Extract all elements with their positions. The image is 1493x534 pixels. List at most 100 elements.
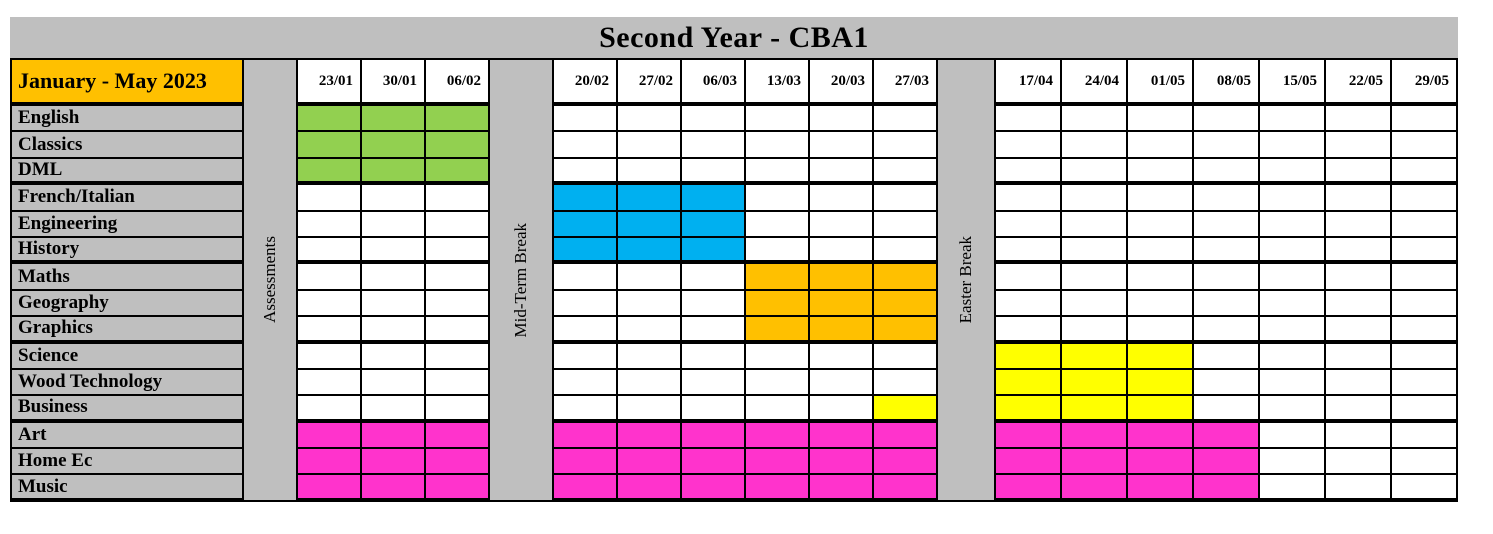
schedule-cell[interactable] — [996, 211, 1060, 236]
schedule-cell[interactable] — [996, 290, 1060, 316]
schedule-cell[interactable] — [996, 422, 1060, 448]
schedule-cell[interactable] — [298, 106, 360, 131]
schedule-cell[interactable] — [1326, 396, 1390, 421]
schedule-cell[interactable] — [1194, 264, 1258, 289]
schedule-cell[interactable] — [810, 264, 872, 289]
schedule-cell[interactable] — [554, 317, 616, 342]
schedule-cell[interactable] — [1128, 369, 1192, 395]
schedule-cell[interactable] — [810, 211, 872, 236]
schedule-cell[interactable] — [682, 396, 744, 421]
schedule-cell[interactable] — [746, 449, 808, 474]
schedule-cell[interactable] — [682, 237, 744, 263]
schedule-cell[interactable] — [1260, 132, 1324, 157]
schedule-cell[interactable] — [298, 422, 360, 448]
subject-label[interactable]: History — [12, 237, 242, 263]
schedule-cell[interactable] — [1128, 317, 1192, 342]
schedule-cell[interactable] — [1062, 211, 1126, 236]
schedule-cell[interactable] — [810, 317, 872, 342]
week-header-cell[interactable]: 29/05 — [1392, 60, 1456, 104]
schedule-cell[interactable] — [1062, 106, 1126, 131]
schedule-cell[interactable] — [618, 449, 680, 474]
schedule-cell[interactable] — [874, 185, 936, 210]
schedule-cell[interactable] — [874, 422, 936, 448]
schedule-cell[interactable] — [426, 343, 488, 368]
schedule-cell[interactable] — [1194, 211, 1258, 236]
schedule-cell[interactable] — [1326, 237, 1390, 263]
schedule-cell[interactable] — [1128, 237, 1192, 263]
schedule-cell[interactable] — [1260, 343, 1324, 368]
schedule-cell[interactable] — [1326, 185, 1390, 210]
schedule-cell[interactable] — [298, 396, 360, 421]
week-header-cell[interactable]: 23/01 — [298, 60, 360, 104]
schedule-cell[interactable] — [298, 211, 360, 236]
schedule-cell[interactable] — [810, 422, 872, 448]
schedule-cell[interactable] — [746, 185, 808, 210]
schedule-cell[interactable] — [810, 396, 872, 421]
schedule-cell[interactable] — [1392, 422, 1456, 448]
schedule-cell[interactable] — [874, 211, 936, 236]
schedule-cell[interactable] — [1326, 449, 1390, 474]
schedule-cell[interactable] — [618, 185, 680, 210]
schedule-cell[interactable] — [1260, 449, 1324, 474]
schedule-cell[interactable] — [298, 264, 360, 289]
schedule-cell[interactable] — [362, 132, 424, 157]
schedule-cell[interactable] — [362, 185, 424, 210]
schedule-cell[interactable] — [1062, 422, 1126, 448]
schedule-cell[interactable] — [298, 475, 360, 500]
schedule-cell[interactable] — [996, 132, 1060, 157]
schedule-cell[interactable] — [682, 185, 744, 210]
schedule-cell[interactable] — [746, 158, 808, 184]
schedule-cell[interactable] — [1194, 237, 1258, 263]
schedule-cell[interactable] — [810, 369, 872, 395]
subject-label[interactable]: Wood Technology — [12, 369, 242, 395]
schedule-cell[interactable] — [1128, 132, 1192, 157]
assessments-break-column[interactable]: Assessments — [244, 60, 296, 500]
schedule-cell[interactable] — [1128, 211, 1192, 236]
schedule-cell[interactable] — [554, 211, 616, 236]
schedule-cell[interactable] — [874, 237, 936, 263]
week-header-cell[interactable]: 08/05 — [1194, 60, 1258, 104]
schedule-cell[interactable] — [362, 158, 424, 184]
schedule-cell[interactable] — [996, 264, 1060, 289]
schedule-cell[interactable] — [996, 449, 1060, 474]
schedule-cell[interactable] — [362, 106, 424, 131]
schedule-cell[interactable] — [1392, 449, 1456, 474]
schedule-cell[interactable] — [618, 132, 680, 157]
schedule-cell[interactable] — [682, 449, 744, 474]
schedule-cell[interactable] — [996, 106, 1060, 131]
schedule-cell[interactable] — [554, 449, 616, 474]
schedule-cell[interactable] — [618, 106, 680, 131]
schedule-cell[interactable] — [362, 449, 424, 474]
week-header-cell[interactable]: 24/04 — [1062, 60, 1126, 104]
schedule-cell[interactable] — [618, 475, 680, 500]
subject-label[interactable]: Engineering — [12, 211, 242, 236]
schedule-cell[interactable] — [426, 264, 488, 289]
schedule-cell[interactable] — [874, 369, 936, 395]
schedule-cell[interactable] — [426, 290, 488, 316]
schedule-cell[interactable] — [1128, 106, 1192, 131]
schedule-cell[interactable] — [874, 396, 936, 421]
schedule-cell[interactable] — [1128, 290, 1192, 316]
subject-label[interactable]: Geography — [12, 290, 242, 316]
subject-label[interactable]: Home Ec — [12, 449, 242, 474]
schedule-cell[interactable] — [874, 158, 936, 184]
schedule-cell[interactable] — [746, 106, 808, 131]
schedule-cell[interactable] — [1128, 185, 1192, 210]
schedule-cell[interactable] — [874, 343, 936, 368]
schedule-cell[interactable] — [1194, 290, 1258, 316]
schedule-cell[interactable] — [996, 475, 1060, 500]
schedule-cell[interactable] — [874, 449, 936, 474]
schedule-cell[interactable] — [1260, 396, 1324, 421]
schedule-cell[interactable] — [1392, 106, 1456, 131]
schedule-cell[interactable] — [1326, 317, 1390, 342]
schedule-cell[interactable] — [1392, 185, 1456, 210]
schedule-cell[interactable] — [298, 132, 360, 157]
schedule-cell[interactable] — [426, 185, 488, 210]
schedule-cell[interactable] — [362, 317, 424, 342]
schedule-cell[interactable] — [1326, 422, 1390, 448]
schedule-cell[interactable] — [1194, 396, 1258, 421]
schedule-cell[interactable] — [1062, 475, 1126, 500]
schedule-cell[interactable] — [1062, 317, 1126, 342]
schedule-cell[interactable] — [362, 290, 424, 316]
subject-label[interactable]: English — [12, 106, 242, 131]
